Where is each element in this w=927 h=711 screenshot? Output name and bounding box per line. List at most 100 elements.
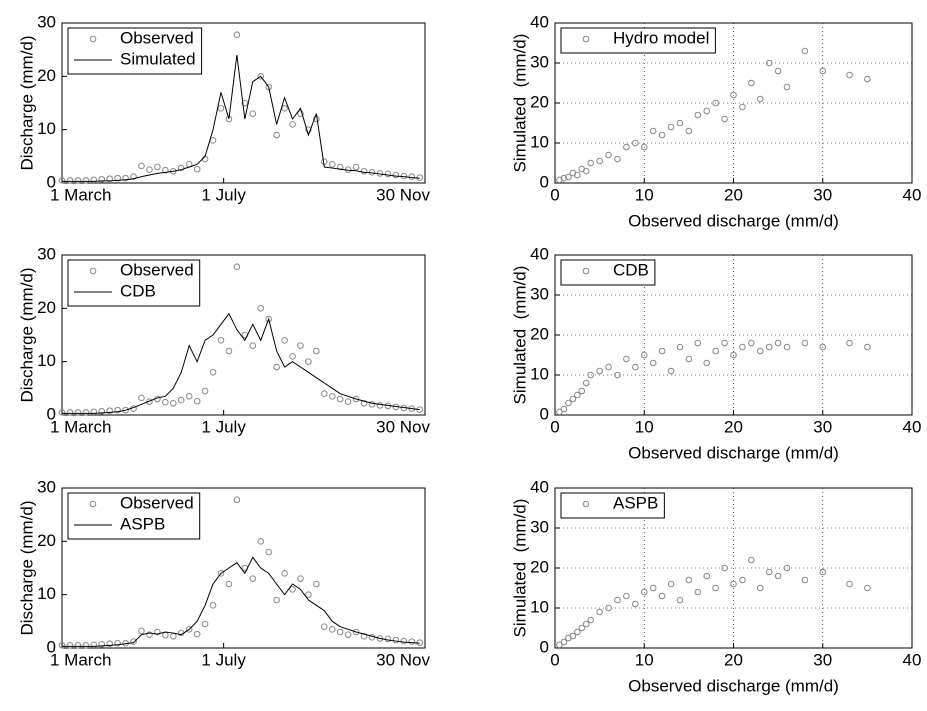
legend-box	[67, 27, 203, 75]
data-point	[685, 576, 693, 584]
data-point	[193, 630, 201, 638]
data-point	[756, 347, 764, 355]
data-point	[712, 99, 719, 107]
data-point	[730, 351, 737, 359]
data-point	[177, 396, 185, 404]
data-point	[774, 572, 782, 580]
data-point	[74, 642, 82, 649]
data-point	[225, 347, 233, 355]
data-point	[694, 339, 702, 347]
axes-box	[61, 254, 426, 416]
data-point	[297, 110, 304, 117]
x-tick-label: 30 Nov	[376, 417, 430, 436]
data-point	[801, 339, 809, 347]
data-point	[336, 628, 344, 636]
data-point	[58, 177, 66, 184]
legend-label: Observed	[120, 28, 194, 47]
data-point	[169, 399, 177, 407]
data-point	[249, 110, 257, 117]
y-tick-label: 30	[37, 12, 56, 31]
data-point	[640, 351, 648, 359]
data-point	[587, 371, 595, 379]
data-point	[582, 167, 590, 175]
data-point	[649, 584, 657, 592]
data-point	[765, 59, 773, 67]
data-point	[614, 371, 621, 379]
data-point	[774, 67, 782, 75]
data-point	[783, 564, 791, 572]
y-axis-label: Simulated (mm/d)	[510, 499, 529, 638]
legend-label: Observed	[120, 493, 194, 512]
data-point	[748, 556, 755, 564]
data-point	[297, 342, 304, 349]
legend: CDB	[560, 259, 656, 286]
x-tick-label: 1 March	[50, 650, 111, 669]
x-tick-label: 0	[550, 185, 559, 204]
data-point	[154, 628, 161, 636]
data-point	[66, 409, 74, 416]
data-point	[801, 576, 809, 584]
y-tick-label: 10	[37, 584, 56, 603]
data-point	[201, 387, 209, 395]
data-point	[122, 406, 129, 414]
data-point	[384, 170, 392, 178]
x-tick-label: 1 July	[201, 417, 246, 436]
data-point	[281, 570, 288, 577]
data-point	[225, 580, 233, 588]
data-point	[667, 123, 675, 131]
legend-box	[560, 27, 716, 54]
x-tick-label: 30 Nov	[376, 650, 430, 669]
y-tick-label: 30	[530, 284, 549, 303]
y-tick-label: 20	[37, 66, 56, 85]
data-point	[328, 161, 336, 168]
data-point	[106, 407, 113, 415]
legend-label: CDB	[613, 260, 649, 279]
x-tick-label: 10	[635, 417, 654, 436]
data-point	[82, 177, 90, 184]
series-line	[62, 54, 420, 182]
x-tick-label: 30	[813, 650, 832, 669]
legend-marker	[582, 500, 590, 508]
y-tick-label: 30	[530, 52, 549, 71]
data-point	[249, 575, 257, 582]
data-point	[368, 401, 376, 408]
legend-box	[67, 259, 201, 307]
y-tick-label: 0	[540, 637, 549, 656]
data-point	[565, 173, 572, 181]
data-point	[241, 99, 249, 107]
data-point	[614, 155, 621, 163]
data-point	[658, 347, 666, 355]
y-tick-label: 20	[530, 557, 549, 576]
data-point	[587, 616, 595, 624]
data-point	[560, 405, 568, 413]
legend-marker	[89, 267, 97, 275]
y-tick-label: 10	[530, 132, 549, 151]
data-point	[565, 399, 572, 407]
data-point	[138, 162, 145, 170]
data-point	[392, 636, 400, 644]
data-point	[748, 79, 755, 87]
data-point	[765, 568, 773, 576]
data-point	[774, 339, 782, 347]
data-point	[649, 127, 657, 135]
data-point	[605, 363, 612, 371]
data-point	[685, 127, 693, 135]
y-tick-label: 30	[530, 517, 549, 536]
x-tick-label: 30	[813, 417, 832, 436]
data-point	[756, 95, 764, 103]
data-point	[58, 409, 66, 416]
data-point	[74, 177, 82, 184]
data-point	[273, 363, 280, 371]
data-point	[162, 166, 169, 174]
y-tick-label: 30	[37, 477, 56, 496]
data-point	[864, 75, 871, 83]
data-point	[217, 337, 225, 344]
data-point	[721, 564, 728, 572]
x-tick-label: 10	[635, 650, 654, 669]
data-point	[352, 163, 360, 171]
data-point	[667, 367, 675, 375]
data-point	[233, 263, 241, 271]
